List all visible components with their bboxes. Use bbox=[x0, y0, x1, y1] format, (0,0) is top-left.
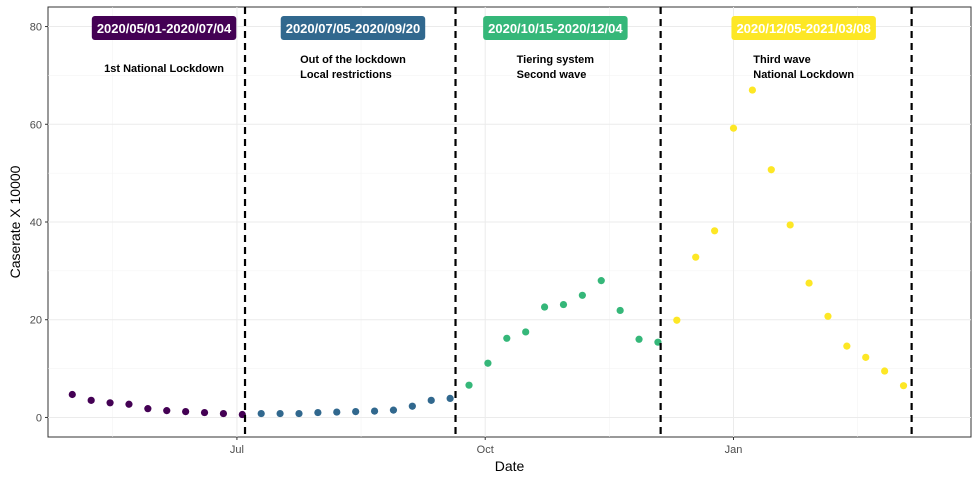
data-point bbox=[106, 399, 114, 407]
data-point bbox=[559, 300, 568, 309]
data-point bbox=[522, 328, 530, 336]
data-point bbox=[125, 400, 133, 408]
data-point bbox=[729, 124, 738, 132]
period-annotation-line: 1st National Lockdown bbox=[104, 63, 224, 75]
data-point bbox=[899, 382, 908, 390]
y-tick-label: 40 bbox=[30, 217, 42, 229]
data-point bbox=[881, 367, 889, 375]
data-point bbox=[711, 227, 719, 235]
period-annotation-line: National Lockdown bbox=[753, 69, 854, 81]
data-point bbox=[597, 277, 605, 285]
data-point bbox=[484, 359, 492, 367]
x-tick-label: Jul bbox=[230, 444, 244, 456]
x-axis-title: Date bbox=[495, 458, 525, 474]
data-point bbox=[673, 316, 681, 324]
data-point bbox=[616, 306, 624, 315]
y-axis-ticks: 0 20 40 60 80 bbox=[30, 22, 48, 424]
period-label-box bbox=[91, 16, 237, 40]
data-point bbox=[465, 381, 473, 389]
data-point bbox=[767, 166, 775, 174]
data-point bbox=[314, 408, 322, 417]
data-point bbox=[748, 86, 756, 94]
data-point bbox=[824, 312, 832, 320]
data-point bbox=[427, 396, 435, 404]
period-label-text: 2020/12/05-2021/03/08 bbox=[736, 21, 870, 36]
period-label-text: 2020/10/15-2020/12/04 bbox=[488, 21, 623, 36]
period-annotation-line: Local restrictions bbox=[300, 69, 392, 81]
y-tick-label: 20 bbox=[30, 315, 42, 327]
y-tick-label: 80 bbox=[30, 22, 42, 34]
period-label-text: 2020/07/05-2020/09/20 bbox=[286, 21, 420, 36]
y-tick-label: 60 bbox=[30, 119, 42, 131]
x-tick-label: Oct bbox=[477, 444, 494, 456]
data-point bbox=[219, 409, 228, 418]
period-label-box bbox=[731, 16, 876, 40]
data-point bbox=[200, 408, 209, 417]
period-annotation-line: Out of the lockdown bbox=[300, 54, 406, 66]
y-axis-title: Caserate X 10000 bbox=[7, 165, 23, 278]
period-label-box bbox=[483, 16, 628, 40]
data-point bbox=[352, 407, 360, 416]
period-annotations: 1st National Lockdown Out of the lockdown… bbox=[104, 54, 854, 81]
data-point bbox=[540, 303, 549, 311]
data-point bbox=[333, 408, 341, 416]
data-point bbox=[408, 402, 416, 410]
data-point bbox=[370, 407, 379, 415]
data-point bbox=[805, 279, 813, 287]
period-label-box bbox=[280, 16, 426, 40]
y-tick-label: 0 bbox=[36, 412, 42, 424]
data-point bbox=[446, 394, 454, 402]
data-point bbox=[87, 396, 95, 404]
data-point bbox=[692, 253, 700, 261]
data-point bbox=[389, 406, 398, 414]
data-point bbox=[843, 342, 851, 350]
x-tick-label: Jan bbox=[725, 444, 743, 456]
data-point bbox=[786, 221, 794, 229]
data-point bbox=[276, 409, 284, 418]
data-point bbox=[257, 409, 265, 418]
data-point bbox=[163, 407, 171, 415]
data-point bbox=[578, 291, 586, 299]
data-point bbox=[635, 335, 643, 343]
data-points bbox=[68, 86, 908, 419]
data-point bbox=[862, 353, 870, 361]
data-point bbox=[144, 405, 152, 413]
data-point bbox=[68, 390, 76, 399]
data-point bbox=[182, 407, 190, 416]
data-point bbox=[295, 409, 303, 418]
period-annotation-line: Third wave bbox=[753, 54, 810, 66]
period-annotation-line: Tiering system bbox=[517, 54, 595, 66]
period-labels: 2020/05/01-2020/07/04 2020/07/05-2020/09/… bbox=[91, 16, 876, 40]
period-annotation-line: Second wave bbox=[517, 69, 587, 81]
period-label-text: 2020/05/01-2020/07/04 bbox=[97, 21, 232, 36]
x-axis-ticks: Jul Oct Jan bbox=[230, 437, 742, 456]
data-point bbox=[503, 334, 511, 342]
